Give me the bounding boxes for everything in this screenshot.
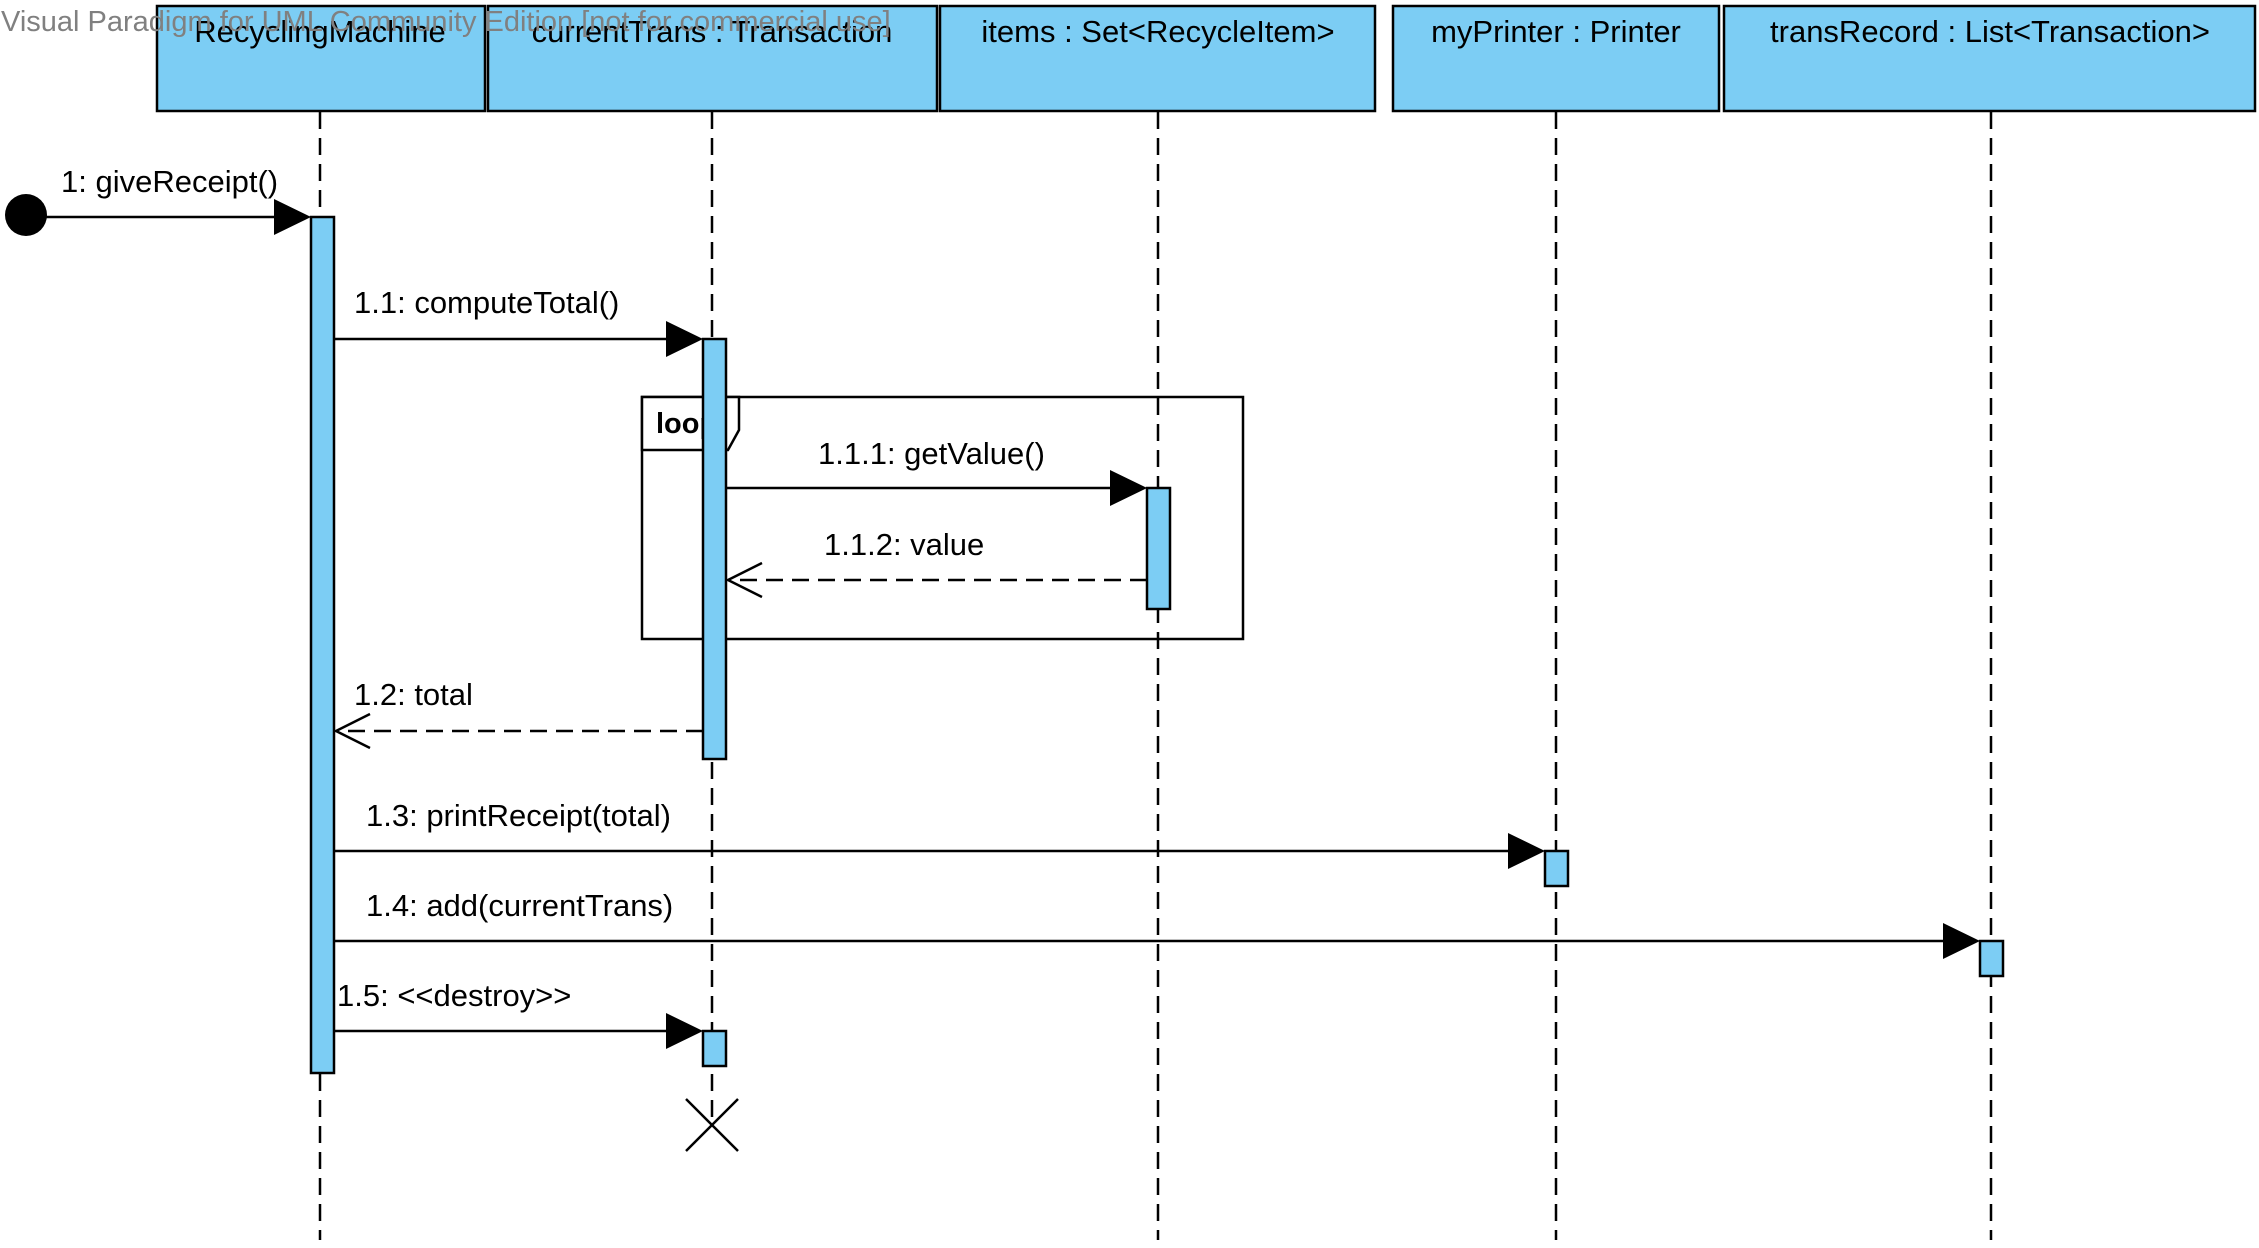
lifeline-box [1391, 4, 1721, 113]
message-1-3-print-receipt[interactable]: 1.3: printReceipt(total) [334, 798, 1545, 869]
lifeline-dashes [318, 112, 1993, 1240]
message-label: 1.1.2: value [824, 527, 984, 562]
lifeline-label: currentTrans : Transaction [532, 14, 893, 49]
lifeline-header-items[interactable]: items : Set<RecycleItem> [938, 4, 1377, 113]
message-label: 1.2: total [354, 677, 473, 712]
activation-current-trans-destroy [701, 1029, 728, 1068]
message-arrowhead [666, 321, 703, 357]
destroy-cross-stroke [685, 1098, 739, 1152]
activation-current-trans-compute [701, 337, 728, 761]
lifeline-label: RecyclingMachine [194, 14, 446, 49]
message-arrowhead [274, 199, 311, 235]
message-open-arrowhead [333, 712, 371, 750]
destroy-cross-icon [685, 1098, 739, 1152]
message-label: 1.1: computeTotal() [354, 285, 619, 320]
lifeline-header-current-trans[interactable]: currentTrans : Transaction [486, 4, 939, 113]
activation-bars [309, 215, 2005, 1075]
message-label: 1: giveReceipt() [61, 164, 278, 199]
activation-recycling-machine [309, 215, 336, 1075]
message-1-2-total-return[interactable]: 1.2: total [333, 677, 703, 750]
message-1-1-compute-total[interactable]: 1.1: computeTotal() [334, 285, 703, 357]
activation-items-get-value [1145, 486, 1172, 611]
message-arrowhead [1110, 470, 1147, 506]
lifeline-box [155, 4, 487, 113]
message-1-1-2-value-return[interactable]: 1.1.2: value [725, 527, 1147, 599]
activation-my-printer [1543, 849, 1570, 888]
lifeline-label: transRecord : List<Transaction> [1770, 14, 2210, 49]
message-1-4-add[interactable]: 1.4: add(currentTrans) [334, 888, 1980, 959]
found-message-dot [5, 194, 47, 236]
message-label: 1.1.1: getValue() [818, 436, 1045, 471]
watermark: Visual Paradigm for UML Community Editio… [1, 6, 891, 38]
message-label: 1.5: <<destroy>> [337, 978, 571, 1013]
lifeline-header-recycling-machine[interactable]: RecyclingMachine [155, 4, 487, 113]
message-1-1-1-get-value[interactable]: 1.1.1: getValue() [726, 436, 1147, 506]
activation-trans-record [1978, 939, 2005, 978]
message-arrowhead [1508, 833, 1545, 869]
loop-frame [640, 395, 1245, 641]
lifeline-box [1722, 4, 2257, 113]
message-open-arrowhead [725, 561, 763, 599]
lifeline-box [486, 4, 939, 113]
lifeline-label: items : Set<RecycleItem> [981, 14, 1334, 49]
message-arrowhead [666, 1013, 703, 1049]
lifeline-header-trans-record[interactable]: transRecord : List<Transaction> [1722, 4, 2257, 113]
message-label: 1.3: printReceipt(total) [366, 798, 671, 833]
message-arrowhead [1943, 923, 1980, 959]
lifeline-label: myPrinter : Printer [1431, 14, 1681, 49]
message-label: 1.4: add(currentTrans) [366, 888, 673, 923]
message-1-5-destroy[interactable]: 1.5: <<destroy>> [334, 978, 703, 1049]
message-1-give-receipt[interactable]: 1: giveReceipt() [5, 164, 311, 236]
lifeline-header-my-printer[interactable]: myPrinter : Printer [1391, 4, 1721, 113]
lifeline-box [938, 4, 1377, 113]
